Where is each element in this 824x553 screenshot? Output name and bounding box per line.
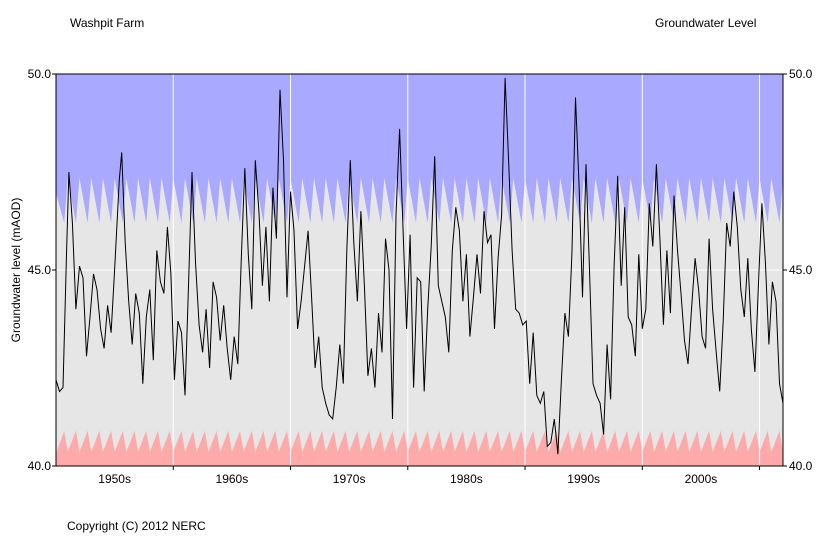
y-tick-label-left: 45.0 — [28, 263, 52, 277]
low-level-band — [56, 430, 783, 466]
axes: 40.0 40.0 45.0 45.0 50.0 50.0 1950s 1960s 1970s 1… — [28, 67, 813, 486]
site-name: Washpit Farm — [70, 16, 145, 30]
y-tick-label-left: 40.0 — [28, 459, 52, 473]
chart-title: Groundwater Level — [655, 16, 757, 30]
x-tick-label: 1990s — [567, 472, 600, 486]
y-tick-label-right: 45.0 — [789, 263, 813, 277]
y-tick-label-right: 50.0 — [789, 67, 813, 81]
x-tick-label: 2000s — [685, 472, 718, 486]
copyright-notice: Copyright (C) 2012 NERC — [67, 519, 206, 533]
x-tick-label: 1950s — [98, 472, 131, 486]
x-tick-label: 1970s — [333, 472, 366, 486]
high-level-band — [56, 74, 783, 223]
x-tick-label: 1960s — [216, 472, 249, 486]
y-tick-label-left: 50.0 — [28, 67, 52, 81]
x-tick-label: 1980s — [450, 472, 483, 486]
y-tick-label-right: 40.0 — [789, 459, 813, 473]
groundwater-level-line — [55, 77, 784, 455]
